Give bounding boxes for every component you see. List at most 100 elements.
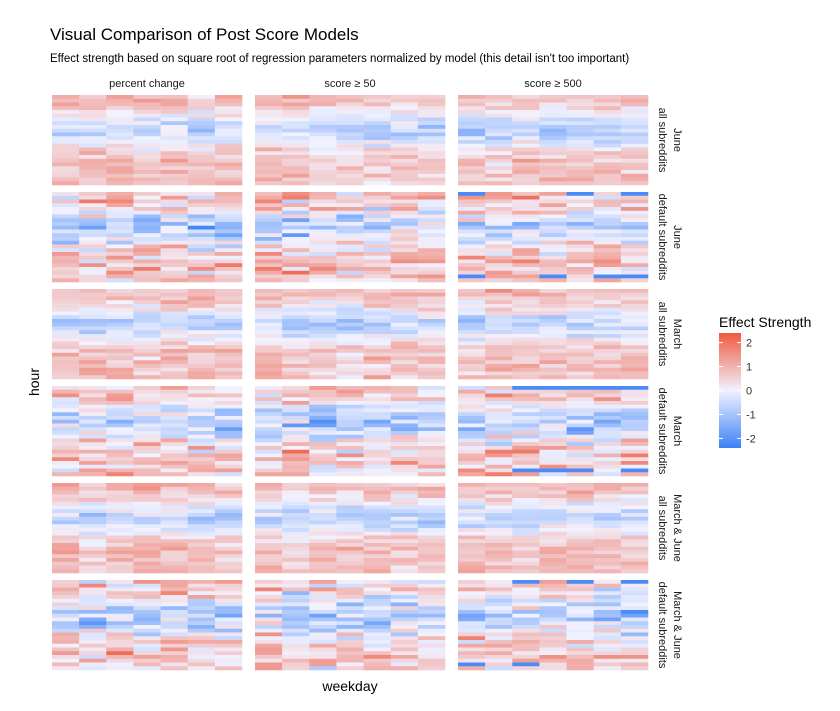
heatmap-cell	[214, 647, 243, 652]
heatmap-cell	[160, 397, 189, 402]
heatmap-cell	[255, 158, 283, 163]
heatmap-cell	[539, 386, 567, 391]
heatmap-cell	[282, 218, 310, 223]
heatmap-cell	[512, 110, 540, 115]
heatmap-cell	[512, 595, 540, 600]
heatmap-cell	[363, 636, 392, 641]
heatmap-cell	[106, 606, 134, 611]
heatmap-cell	[512, 509, 540, 514]
heatmap-cell	[214, 203, 243, 208]
heatmap-cell	[458, 162, 486, 167]
heatmap-cell	[485, 352, 513, 357]
heatmap-cell	[485, 531, 513, 536]
heatmap-cell	[309, 237, 337, 242]
heatmap-cell	[282, 408, 310, 413]
heatmap-cell	[106, 472, 134, 477]
heatmap-cell	[187, 561, 216, 566]
heatmap-cell	[363, 110, 392, 115]
heatmap-cell	[593, 528, 622, 533]
heatmap-cell	[539, 565, 567, 570]
heatmap-cell	[593, 632, 622, 637]
heatmap-cell	[390, 233, 419, 238]
heatmap-cell	[187, 457, 216, 462]
heatmap-cell	[160, 423, 189, 428]
heatmap-cell	[336, 442, 364, 447]
heatmap-cell	[309, 647, 337, 652]
heatmap-cell	[160, 531, 189, 536]
heatmap-cell	[539, 632, 567, 637]
heatmap-cell	[106, 565, 134, 570]
heatmap-cell	[214, 155, 243, 160]
heatmap-cell	[458, 128, 486, 133]
heatmap-cell	[309, 401, 337, 406]
heatmap-cell	[79, 337, 107, 342]
heatmap-cell	[593, 229, 622, 234]
heatmap-cell	[336, 364, 364, 369]
heatmap-cell	[79, 199, 107, 204]
heatmap-cell	[336, 195, 364, 200]
heatmap-cell	[52, 170, 80, 175]
heatmap-cell	[363, 595, 392, 600]
heatmap-cell	[255, 300, 283, 305]
heatmap-cell	[106, 442, 134, 447]
heatmap-cell	[336, 494, 364, 499]
heatmap-cell	[566, 412, 595, 417]
heatmap-cell	[133, 509, 161, 514]
heatmap-cell	[363, 315, 392, 320]
heatmap-cell	[593, 404, 622, 409]
heatmap-cell	[79, 583, 107, 588]
heatmap-cell	[79, 237, 107, 242]
heatmap-cell	[458, 543, 486, 548]
heatmap-cell	[52, 110, 80, 115]
heatmap-cell	[458, 125, 486, 130]
heatmap-cell	[620, 222, 649, 227]
heatmap-cell	[309, 643, 337, 648]
heatmap-cell	[160, 561, 189, 566]
heatmap-cell	[593, 289, 622, 294]
heatmap-cell	[106, 248, 134, 253]
heatmap-cell	[620, 636, 649, 641]
heatmap-cell	[133, 360, 161, 365]
heatmap-cell	[620, 304, 649, 309]
heatmap-cell	[282, 625, 310, 630]
heatmap-cell	[390, 583, 419, 588]
heatmap-cell	[282, 513, 310, 518]
heatmap-cell	[390, 292, 419, 297]
heatmap-cell	[417, 95, 446, 100]
heatmap-cell	[620, 330, 649, 335]
heatmap-cell	[417, 364, 446, 369]
heatmap-cell	[512, 177, 540, 182]
heatmap-cell	[566, 300, 595, 305]
heatmap-cell	[255, 595, 283, 600]
heatmap-cell	[214, 326, 243, 331]
heatmap-cell	[282, 110, 310, 115]
heatmap-cell	[309, 569, 337, 574]
heatmap-cell	[79, 666, 107, 671]
heatmap-cell	[160, 565, 189, 570]
heatmap-cell	[363, 446, 392, 451]
heatmap-cell	[363, 289, 392, 294]
heatmap-cell	[363, 438, 392, 443]
heatmap-cell	[620, 509, 649, 514]
heatmap-cell	[282, 416, 310, 421]
heatmap-cell	[539, 117, 567, 122]
heatmap-cell	[52, 628, 80, 633]
heatmap-cell	[458, 464, 486, 469]
heatmap-cell	[512, 434, 540, 439]
heatmap-cell	[106, 628, 134, 633]
heatmap-cell	[363, 375, 392, 380]
heatmap-cell	[458, 233, 486, 238]
heatmap-cell	[539, 651, 567, 656]
heatmap-cell	[52, 461, 80, 466]
heatmap-cell	[79, 304, 107, 309]
heatmap-cell	[160, 404, 189, 409]
heatmap-cell	[187, 598, 216, 603]
heatmap-cell	[363, 628, 392, 633]
heatmap-cell	[309, 352, 337, 357]
heatmap-cell	[79, 468, 107, 473]
heatmap-cell	[593, 580, 622, 585]
heatmap-cell	[309, 442, 337, 447]
heatmap-cell	[255, 106, 283, 111]
heatmap-cell	[336, 498, 364, 503]
heatmap-cell	[214, 125, 243, 130]
